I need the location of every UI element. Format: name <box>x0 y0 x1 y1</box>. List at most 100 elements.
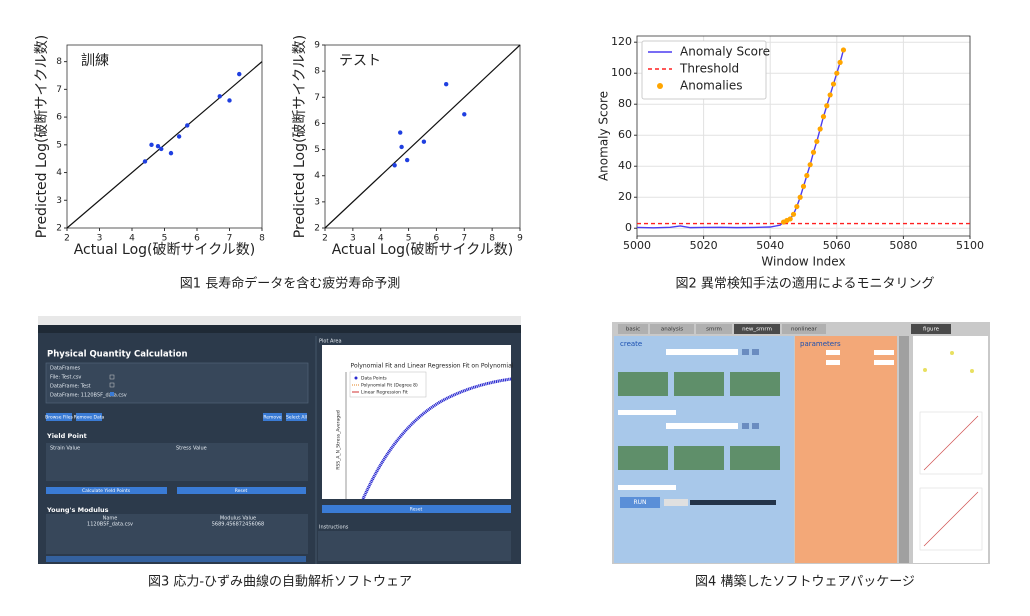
y-tick-label: 20 <box>618 190 632 203</box>
input[interactable] <box>874 350 894 355</box>
x-tick-label: 4 <box>378 234 384 244</box>
x-tick-label: 7 <box>227 234 233 244</box>
point <box>168 150 174 156</box>
input[interactable] <box>618 485 676 490</box>
tab-label: analysis <box>661 327 683 333</box>
anomaly-point <box>840 47 847 53</box>
x-tick-label: 3 <box>97 234 103 244</box>
legend-label: Polynomial Fit (Degree 8) <box>361 383 418 389</box>
button-label: Select All <box>286 415 307 421</box>
table <box>46 443 308 481</box>
anomaly-point <box>794 203 800 210</box>
point <box>404 157 410 163</box>
legend-label: Linear Regression Fit <box>361 390 408 396</box>
input[interactable] <box>874 360 894 365</box>
tab-label: nonlinear <box>791 327 818 333</box>
checkbox[interactable] <box>110 392 114 396</box>
input[interactable] <box>826 350 840 355</box>
button[interactable] <box>322 505 511 513</box>
list-block <box>674 372 724 396</box>
x-tick-label: 5100 <box>956 239 984 252</box>
annotation: 訓練 <box>81 53 109 69</box>
tab-selected[interactable] <box>734 324 780 334</box>
panel-title: parameters <box>800 340 841 348</box>
anomaly-point <box>810 149 817 155</box>
thumbnail-line <box>923 415 979 471</box>
anomaly-point <box>790 211 797 217</box>
point <box>399 144 404 150</box>
button[interactable] <box>263 413 282 421</box>
x-tick-label: 8 <box>489 234 495 244</box>
thumbnail <box>919 411 983 475</box>
point <box>237 71 242 77</box>
column-header: Name <box>103 516 118 522</box>
y-tick-label: 4 <box>56 168 62 178</box>
tab-label: figure <box>923 327 940 333</box>
x-axis-label: Actual Log(破断サイクル数) <box>74 242 256 258</box>
legend-label: Anomalies <box>680 79 743 93</box>
icon-button[interactable] <box>752 423 759 429</box>
plot-ylabel: RSS_A_N_Stress_Averaged <box>336 410 342 470</box>
legend-label: Threshold <box>679 62 739 76</box>
anomaly-point <box>817 126 823 132</box>
point <box>155 144 161 149</box>
software-screenshot: Physical Quantity Calculation DataFrames… <box>38 316 521 564</box>
input[interactable] <box>666 423 738 429</box>
input[interactable] <box>618 410 676 415</box>
x-tick-label: 5020 <box>690 239 718 252</box>
button[interactable] <box>286 413 307 421</box>
figure-panel <box>913 336 988 563</box>
y-axis-label: Anomaly Score <box>597 91 611 181</box>
heading: Physical Quantity Calculation <box>47 350 188 360</box>
icon-button[interactable] <box>742 349 749 355</box>
button[interactable] <box>76 413 102 421</box>
anomaly-point <box>830 81 837 87</box>
package-screenshot: basic analysis smrm new_smrm nonlinear f… <box>612 322 990 564</box>
y-tick-label: 40 <box>618 159 632 172</box>
legend-label: Data Points <box>361 376 387 382</box>
icon-button[interactable] <box>752 349 759 355</box>
list-item: DataFrame: 1120B5F_data.csv <box>50 393 127 399</box>
column-header: Strain Value <box>50 446 80 452</box>
annotation: テスト <box>339 53 381 69</box>
point <box>149 142 154 148</box>
run-button[interactable] <box>620 497 660 508</box>
plot-frame <box>324 44 521 229</box>
tab[interactable] <box>650 324 694 334</box>
thumbnail-point <box>970 369 974 373</box>
plot-curve <box>361 377 512 500</box>
y-tick-label: 60 <box>618 128 632 141</box>
tab[interactable] <box>696 324 732 334</box>
panel-title: create <box>620 340 642 348</box>
tab[interactable] <box>782 324 826 334</box>
x-tick-label: 2 <box>64 234 70 244</box>
heading: Young's Modulus <box>46 506 109 514</box>
y-tick-label: 7 <box>314 93 320 103</box>
point <box>176 134 182 139</box>
icon-button[interactable] <box>742 423 749 429</box>
thumbnail <box>919 487 983 551</box>
point <box>159 146 164 152</box>
button[interactable] <box>46 487 167 494</box>
checkbox[interactable] <box>109 374 115 380</box>
identity-line <box>324 44 521 229</box>
y-tick-label: 8 <box>314 67 320 77</box>
input[interactable] <box>666 349 738 355</box>
input[interactable] <box>826 360 840 365</box>
identity-line <box>66 61 263 229</box>
x-tick-label: 2 <box>322 234 328 244</box>
plot-frame <box>636 35 971 237</box>
x-tick-label: 5040 <box>756 239 784 252</box>
tab-label: smrm <box>706 327 722 333</box>
point <box>227 98 232 103</box>
list-block <box>730 372 780 396</box>
checkbox[interactable] <box>109 382 115 388</box>
title-bar <box>38 316 521 325</box>
point <box>217 94 222 99</box>
button[interactable] <box>46 413 72 421</box>
tab[interactable] <box>618 324 648 334</box>
tab-selected[interactable] <box>911 324 951 334</box>
y-tick-label: 8 <box>56 57 62 67</box>
button[interactable] <box>177 487 306 494</box>
x-axis-label: Window Index <box>761 255 845 269</box>
